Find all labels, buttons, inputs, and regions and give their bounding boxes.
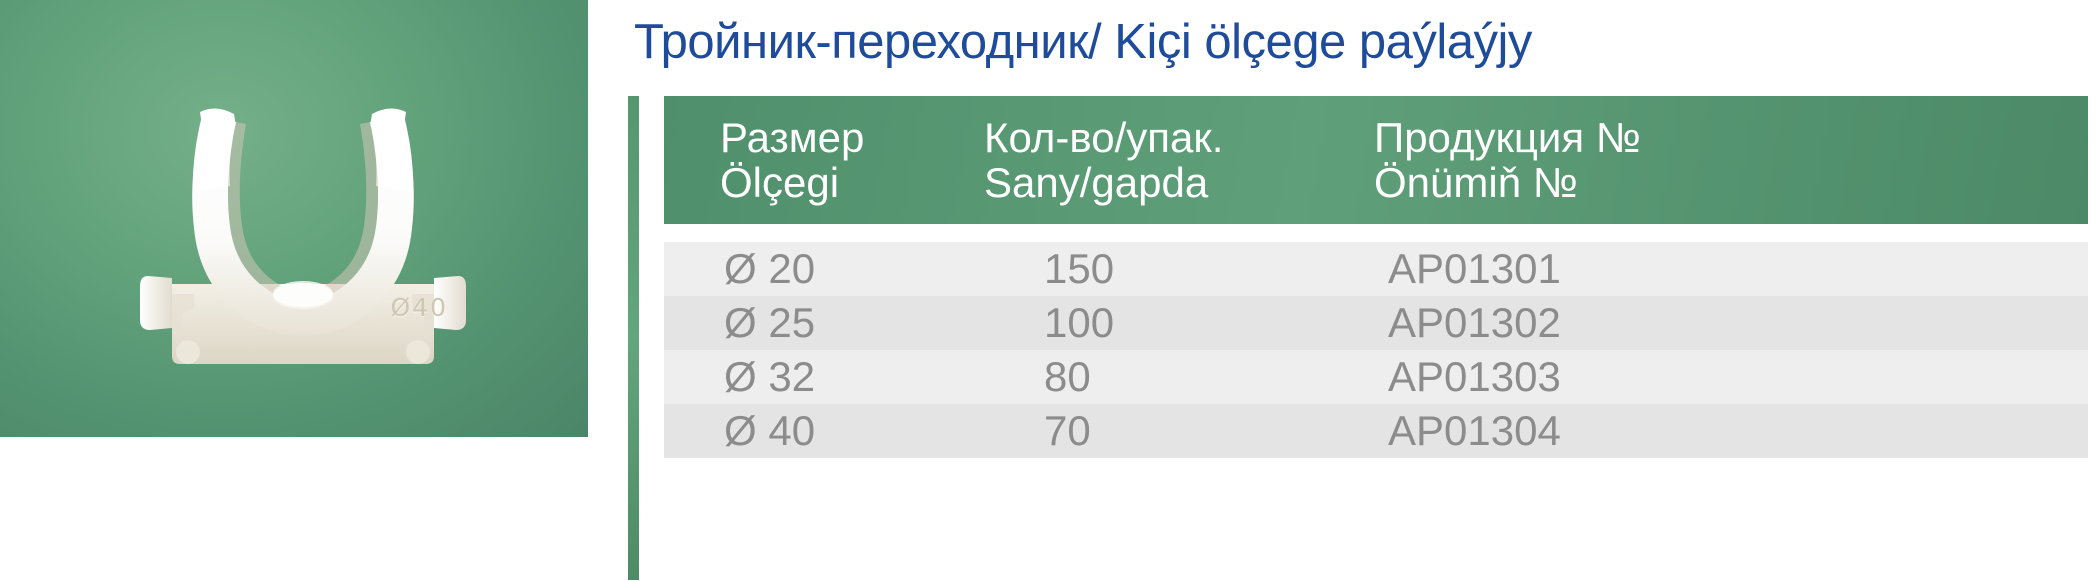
table-header-row: Размер Ölçegi Кол-во/упак. Sany/gapda Пр…	[664, 96, 2088, 224]
cell-product: AP01302	[1388, 299, 1561, 346]
spec-content: Тройник-переходник/ Kiçi ölçege paýlaýjy…	[628, 0, 2097, 581]
cell-size: Ø 25	[724, 299, 816, 346]
left-accent-bar	[628, 96, 639, 580]
cell-product: AP01304	[1388, 407, 1561, 454]
cell-product: AP01301	[1388, 245, 1561, 292]
cell-quantity: 80	[1044, 353, 1091, 400]
column-header-product-ru: Продукция №	[1374, 114, 1641, 162]
cell-quantity: 70	[1044, 407, 1091, 454]
table-row: Ø 32 80 AP01303	[664, 350, 2088, 404]
cell-size: Ø 32	[724, 353, 816, 400]
column-header-quantity-tk: Sany/gapda	[984, 159, 1209, 206]
table-row: Ø 40 70 AP01304	[664, 404, 2088, 458]
column-header-quantity: Кол-во/упак. Sany/gapda	[984, 114, 1374, 206]
page-title: Тройник-переходник/ Kiçi ölçege paýlaýjy	[634, 15, 1532, 69]
table-row: Ø 25 100 AP01302	[664, 296, 2088, 350]
pipe-clamp-illustration: Ø40	[138, 108, 468, 370]
cell-size: Ø 40	[724, 407, 816, 454]
cell-quantity: 100	[1044, 299, 1115, 346]
product-image-panel: Ø40	[0, 0, 588, 437]
column-header-size-ru: Размер	[720, 114, 865, 162]
clamp-size-marking: Ø40	[390, 293, 448, 322]
cell-product: AP01303	[1388, 353, 1561, 400]
table-body: Ø 20 150 AP01301 Ø 25 100 AP01302 Ø 32 8…	[664, 242, 2088, 458]
column-header-size: Размер Ölçegi	[664, 114, 984, 206]
column-header-product-tk: Önümiň №	[1374, 159, 1578, 206]
cell-size: Ø 20	[724, 245, 816, 292]
column-header-size-tk: Ölçegi	[720, 159, 840, 206]
table-row: Ø 20 150 AP01301	[664, 242, 2088, 296]
column-header-quantity-ru: Кол-во/упак.	[984, 114, 1224, 162]
column-header-product: Продукция № Önümiň №	[1374, 114, 1854, 206]
cell-quantity: 150	[1044, 245, 1115, 292]
